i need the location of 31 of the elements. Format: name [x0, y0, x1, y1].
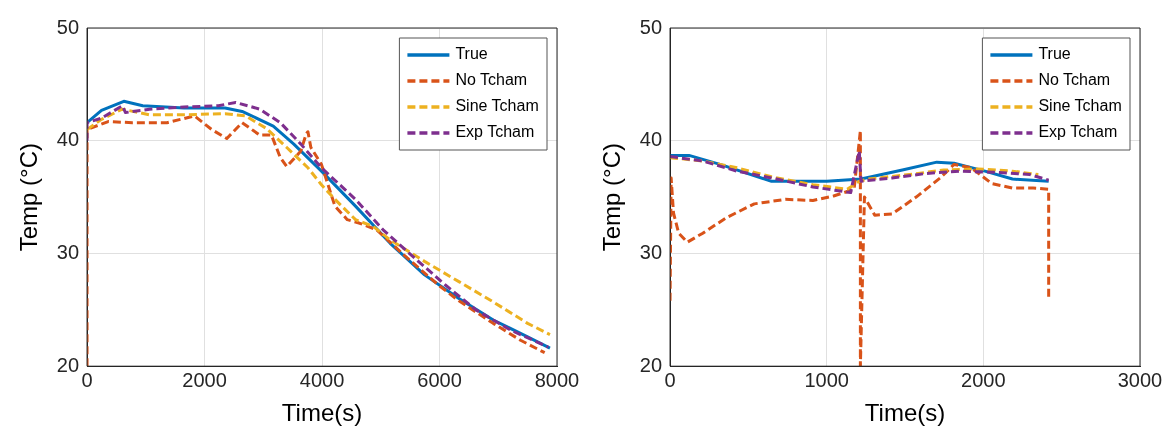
- x-tick-label: 6000: [417, 368, 462, 391]
- x-tick-label: 4000: [299, 368, 345, 391]
- legend-label: True: [455, 45, 488, 63]
- legend-label: No Tcham: [455, 71, 528, 89]
- legend-label: Exp Tcham: [1038, 123, 1118, 141]
- x-tick-label: 8000: [534, 368, 580, 391]
- x-tick-label: 1000: [804, 368, 849, 391]
- y-tick-label: 30: [639, 240, 663, 263]
- y-tick-label: 40: [639, 128, 663, 151]
- line-series: [670, 156, 1040, 191]
- y-tick-label: 50: [56, 15, 80, 38]
- y-tick-label: 20: [56, 353, 80, 376]
- line-series: [670, 149, 1051, 195]
- legend-label: Sine Tcham: [1038, 97, 1122, 115]
- x-tick-label: 3000: [1117, 368, 1163, 391]
- x-tick-label: 2000: [961, 368, 1006, 391]
- legend-label: Exp Tcham: [455, 123, 535, 141]
- x-tick-label: 0: [81, 368, 93, 391]
- y-axis-title: Temp (°C): [15, 142, 43, 252]
- y-tick-label: 50: [639, 15, 663, 38]
- y-tick-label: 30: [56, 240, 80, 263]
- legend-label: True: [1038, 45, 1071, 63]
- y-tick-label: 40: [56, 128, 80, 151]
- legend-label: Sine Tcham: [455, 97, 539, 115]
- x-axis-title: Time(s): [281, 399, 363, 427]
- y-tick-label: 20: [639, 353, 663, 376]
- x-tick-label: 0: [664, 368, 676, 391]
- x-axis-title: Time(s): [864, 399, 946, 427]
- x-tick-label: 2000: [182, 368, 227, 391]
- legend-label: No Tcham: [1038, 71, 1111, 89]
- y-axis-title: Temp (°C): [598, 142, 626, 252]
